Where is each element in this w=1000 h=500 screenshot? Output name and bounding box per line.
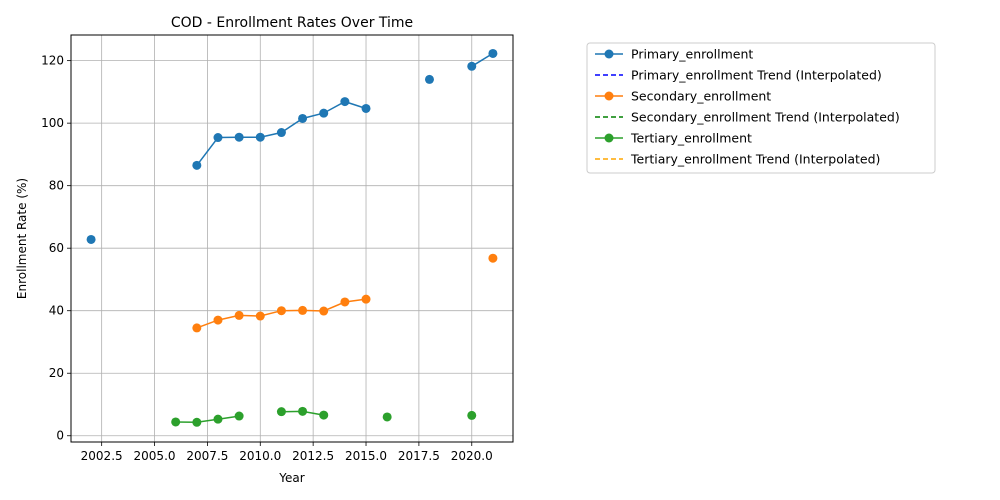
data-point <box>213 414 223 424</box>
data-point <box>234 411 244 421</box>
y-tick-label: 40 <box>49 304 64 318</box>
x-tick-label: 2010.0 <box>239 449 281 463</box>
y-tick-label: 100 <box>41 116 64 130</box>
axes-frame <box>70 34 514 443</box>
legend-entry: Primary_enrollment Trend (Interpolated) <box>595 68 882 83</box>
x-tick-label: 2015.0 <box>345 449 387 463</box>
legend-label: Primary_enrollment <box>631 47 753 62</box>
y-axis-label: Enrollment Rate (%) <box>15 178 29 299</box>
data-point <box>298 406 308 416</box>
legend-label: Secondary_enrollment Trend (Interpolated… <box>631 110 900 125</box>
series-primary-enrollment <box>86 48 498 244</box>
legend: Primary_enrollment Primary_enrollment Tre… <box>586 42 936 174</box>
data-point <box>192 417 202 427</box>
legend-label: Primary_enrollment Trend (Interpolated) <box>631 68 882 83</box>
data-point <box>467 61 477 71</box>
legend-entry: Secondary_enrollment Trend (Interpolated… <box>595 110 900 125</box>
y-tick-label: 120 <box>41 54 64 68</box>
x-tick-label: 2005.0 <box>134 449 176 463</box>
x-tick-label: 2007.5 <box>186 449 228 463</box>
chart-title: COD - Enrollment Rates Over Time <box>171 15 413 31</box>
data-point <box>488 253 498 263</box>
data-point <box>276 306 286 316</box>
data-point <box>361 294 371 304</box>
y-tick-label: 60 <box>49 241 64 255</box>
data-point <box>255 311 265 321</box>
x-tick-label: 2012.5 <box>292 449 334 463</box>
data-point <box>255 132 265 142</box>
legend-label: Tertiary_enrollment Trend (Interpolated) <box>630 152 880 167</box>
data-point <box>319 410 329 420</box>
data-point <box>192 160 202 170</box>
plot-series <box>86 48 498 427</box>
data-point <box>319 306 329 316</box>
legend-label: Tertiary_enrollment <box>630 131 752 146</box>
legend-marker <box>604 133 614 143</box>
data-point <box>319 108 329 118</box>
data-point <box>340 297 350 307</box>
axis-ticks: 2002.5 2005.0 2007.5 2010.0 2012.5 2015.0 2017… <box>41 54 493 463</box>
data-point <box>488 48 498 58</box>
data-point <box>192 323 202 333</box>
data-point <box>467 410 477 420</box>
legend-marker <box>604 49 614 59</box>
data-point <box>86 234 96 244</box>
data-point <box>340 97 350 107</box>
data-point <box>276 407 286 417</box>
y-tick-label: 20 <box>49 366 64 380</box>
series-tertiary-enrollment <box>171 406 477 427</box>
data-point <box>234 132 244 142</box>
legend-box <box>586 42 936 174</box>
data-point <box>276 128 286 138</box>
x-tick-label: 2002.5 <box>81 449 123 463</box>
series-secondary-enrollment <box>192 253 498 333</box>
legend-entry: Primary_enrollment <box>595 47 753 62</box>
x-tick-label: 2020.0 <box>451 449 493 463</box>
series-line <box>175 415 240 424</box>
y-tick-label: 0 <box>56 429 64 443</box>
data-point <box>424 74 434 84</box>
legend-entry: Secondary_enrollment <box>595 89 771 104</box>
legend-marker <box>604 91 614 101</box>
data-point <box>213 315 223 325</box>
legend-entry: Tertiary_enrollment Trend (Interpolated) <box>595 152 880 167</box>
x-tick-label: 2017.5 <box>398 449 440 463</box>
data-point <box>298 113 308 123</box>
legend-entry: Tertiary_enrollment <box>595 131 752 146</box>
y-tick-label: 80 <box>49 179 64 193</box>
data-point <box>382 412 392 422</box>
legend-label: Secondary_enrollment <box>631 89 771 104</box>
data-point <box>234 310 244 320</box>
data-point <box>361 103 371 113</box>
data-point <box>213 133 223 143</box>
data-point <box>298 305 308 315</box>
data-point <box>171 417 181 427</box>
x-axis-label: Year <box>278 471 304 485</box>
